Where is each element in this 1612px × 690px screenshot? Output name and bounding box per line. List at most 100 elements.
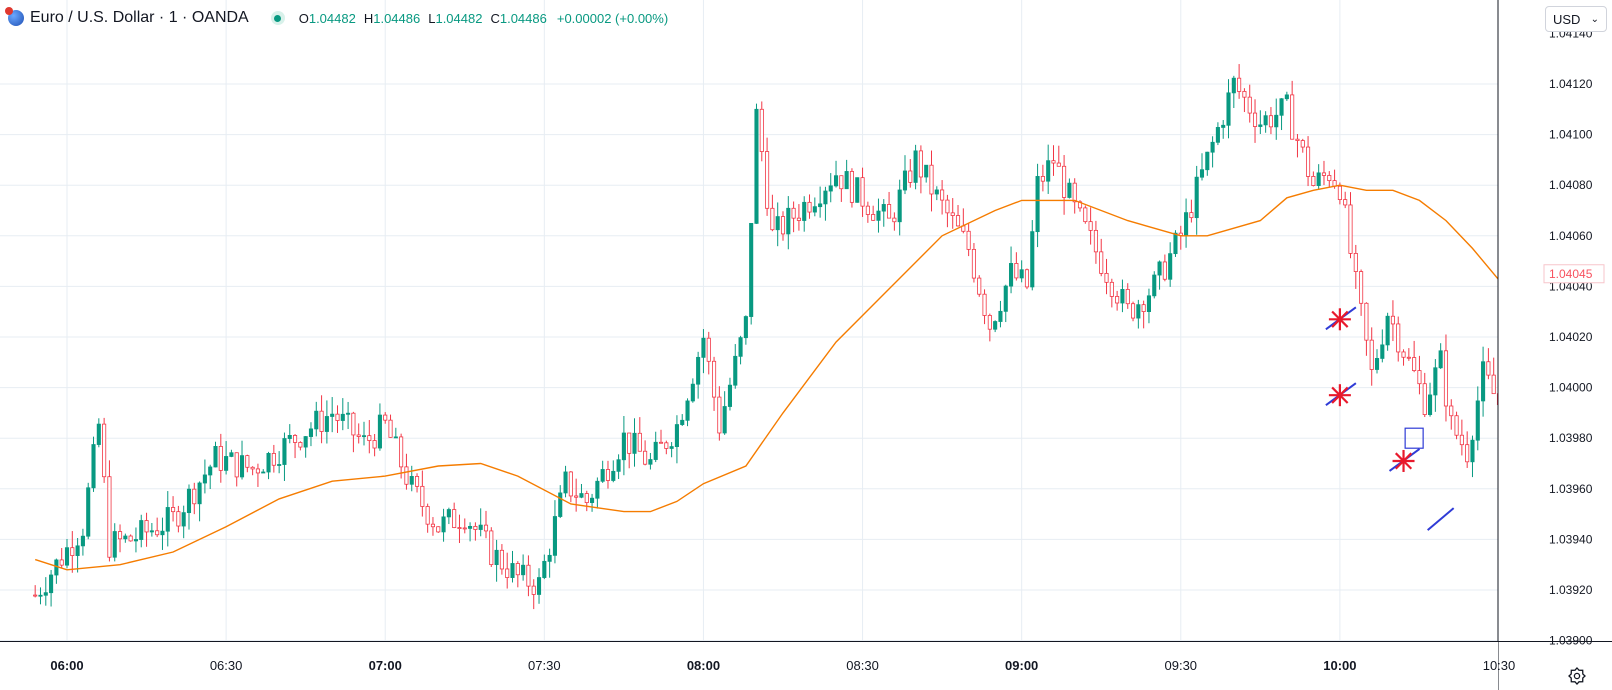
currency-select[interactable]: USD ⌄: [1545, 6, 1607, 32]
candle-body: [277, 464, 282, 466]
candle-body: [876, 210, 881, 221]
candle-body: [881, 204, 886, 212]
candle-body: [1380, 344, 1385, 359]
candle-body: [924, 164, 929, 178]
candle-body: [1093, 229, 1098, 253]
candle-body: [1109, 281, 1114, 297]
candle-body: [91, 444, 96, 489]
candle-body: [653, 441, 658, 460]
candle-body: [1115, 296, 1120, 304]
candle-body: [1247, 96, 1252, 114]
candle-body: [1221, 124, 1226, 128]
candle-body: [208, 466, 213, 476]
open-label: O: [298, 10, 309, 26]
ohlc-high: H1.04486: [364, 11, 420, 26]
gear-icon[interactable]: [1567, 666, 1587, 686]
candle-body: [802, 201, 807, 221]
candle-body: [568, 471, 573, 497]
candle-body: [1051, 160, 1056, 164]
candle-body: [1295, 138, 1300, 141]
candle-body: [133, 539, 138, 542]
candle-body: [287, 435, 292, 439]
drawing-line: [1427, 507, 1455, 531]
candle-body: [887, 204, 892, 219]
candle-body: [303, 436, 308, 448]
candle-body: [298, 442, 303, 448]
candle-body: [600, 469, 605, 482]
candle-body: [1231, 77, 1236, 94]
candle-body: [1353, 253, 1358, 272]
price-tick-label: 1.03920: [1549, 583, 1593, 597]
candle-body: [1252, 112, 1258, 127]
candle-body: [1199, 169, 1205, 178]
candle-body: [1263, 115, 1268, 126]
candle-body: [833, 175, 839, 187]
candle-body: [102, 423, 107, 478]
candle-body: [1072, 182, 1077, 203]
candle-body: [446, 509, 451, 518]
candle-body: [1173, 232, 1178, 255]
price-tick-label: 1.03940: [1549, 532, 1593, 546]
candle-body: [1056, 162, 1061, 167]
candle-body: [743, 316, 748, 339]
candle-body: [680, 419, 685, 425]
candle-body: [186, 488, 192, 514]
candle-body: [1316, 172, 1321, 186]
candle-body: [250, 466, 255, 470]
candle-body: [1157, 261, 1162, 276]
candle-body: [160, 530, 165, 536]
candle-body: [489, 530, 494, 566]
candle-body: [266, 453, 271, 473]
candle-body: [117, 531, 123, 540]
candle-body: [1104, 272, 1109, 283]
price-tick-label: 1.04060: [1549, 229, 1593, 243]
time-tick-label: 06:30: [210, 658, 243, 673]
candle-body: [1215, 127, 1220, 143]
candle-body: [605, 469, 611, 481]
candle-body: [457, 527, 462, 529]
candle-body: [1374, 358, 1380, 370]
candle-body: [255, 468, 260, 474]
candle-body: [579, 493, 584, 498]
candle-body: [998, 310, 1003, 322]
square-drawing-icon: [1404, 427, 1424, 449]
candle-body: [38, 594, 43, 597]
candle-body: [1369, 339, 1374, 370]
candle-body: [282, 438, 287, 465]
candle-body: [1343, 199, 1348, 206]
ma-line: [34, 184, 1505, 571]
time-tick-label: 08:00: [687, 658, 720, 673]
candle-body: [982, 293, 987, 316]
candle-body: [1009, 263, 1014, 287]
current-price-box: [1543, 264, 1605, 284]
candle-body: [64, 547, 70, 566]
candle-body: [865, 205, 870, 215]
candle-body: [727, 384, 733, 407]
moving-average-line: [34, 184, 1505, 571]
candle-body: [165, 507, 170, 532]
star-drawing-icon: [1331, 310, 1349, 328]
candle-body: [1438, 350, 1443, 369]
candle-body: [584, 493, 589, 503]
candle-body: [75, 545, 80, 556]
candle-body: [1321, 172, 1327, 176]
candle-body: [738, 337, 743, 357]
candle-body: [1412, 357, 1417, 371]
drawing-tools[interactable]: [1325, 306, 1455, 531]
candle-body: [526, 564, 531, 587]
candle-body: [590, 497, 595, 503]
symbol-title[interactable]: Euro / U.S. Dollar · 1 · OANDA: [30, 9, 249, 26]
candle-body: [993, 321, 998, 330]
candle-body: [1337, 185, 1342, 200]
candle-body: [245, 455, 250, 468]
candle-body: [574, 495, 579, 498]
candle-body: [643, 450, 648, 465]
market-open-dot-icon[interactable]: [270, 11, 285, 25]
time-axis-bg: [0, 642, 1498, 690]
candle-body: [324, 416, 329, 432]
candle-body: [1194, 176, 1199, 219]
candle-body: [144, 520, 149, 533]
candle-body: [1300, 140, 1305, 148]
